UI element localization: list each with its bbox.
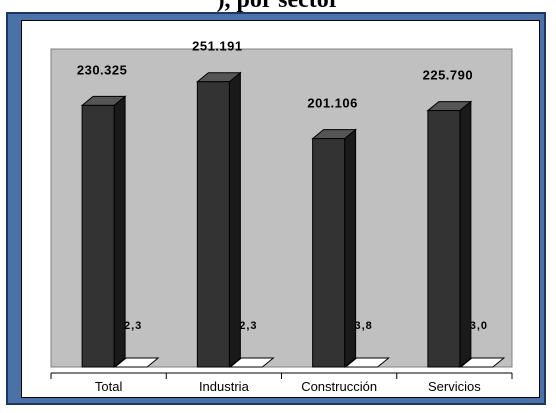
bar (196, 81, 230, 368)
labels-layer: 230.325 2,3 Total 251.191 2,3 Industria 201.10… (77, 39, 488, 394)
data-label-percent: 3,8 (354, 320, 372, 332)
x-tick-label: Servicios (428, 379, 481, 394)
bar (427, 110, 461, 368)
bar-chart: 230.325 2,3 Total 251.191 2,3 Industria 201.10… (50, 39, 513, 394)
x-tick-label: Construcción (301, 379, 377, 394)
bar (312, 138, 346, 368)
data-label-value: 225.790 (423, 68, 474, 83)
chart-panel: 230.325 2,3 Total 251.191 2,3 Industria 201.10… (21, 20, 540, 398)
data-label-value: 201.106 (307, 96, 358, 111)
data-label-percent: 2,3 (239, 320, 257, 332)
data-label-value: 251.191 (192, 39, 243, 54)
slide-title-fragment: ), por sector (216, 0, 340, 13)
chart-frame: 230.325 2,3 Total 251.191 2,3 Industria 201.10… (6, 12, 546, 405)
x-axis-ticks (50, 373, 513, 379)
data-label-percent: 2,3 (124, 320, 142, 332)
secondary-bar (344, 357, 391, 368)
bar (81, 104, 115, 368)
secondary-bar (113, 357, 160, 368)
plot-area (50, 48, 513, 368)
x-tick-label: Total (95, 379, 123, 394)
bars-layer (80, 71, 506, 369)
x-tick-label: Industria (199, 379, 250, 394)
data-label-percent: 3,0 (470, 320, 488, 332)
data-label-value: 230.325 (77, 62, 128, 77)
secondary-bar (459, 357, 506, 368)
secondary-bar (228, 357, 275, 368)
